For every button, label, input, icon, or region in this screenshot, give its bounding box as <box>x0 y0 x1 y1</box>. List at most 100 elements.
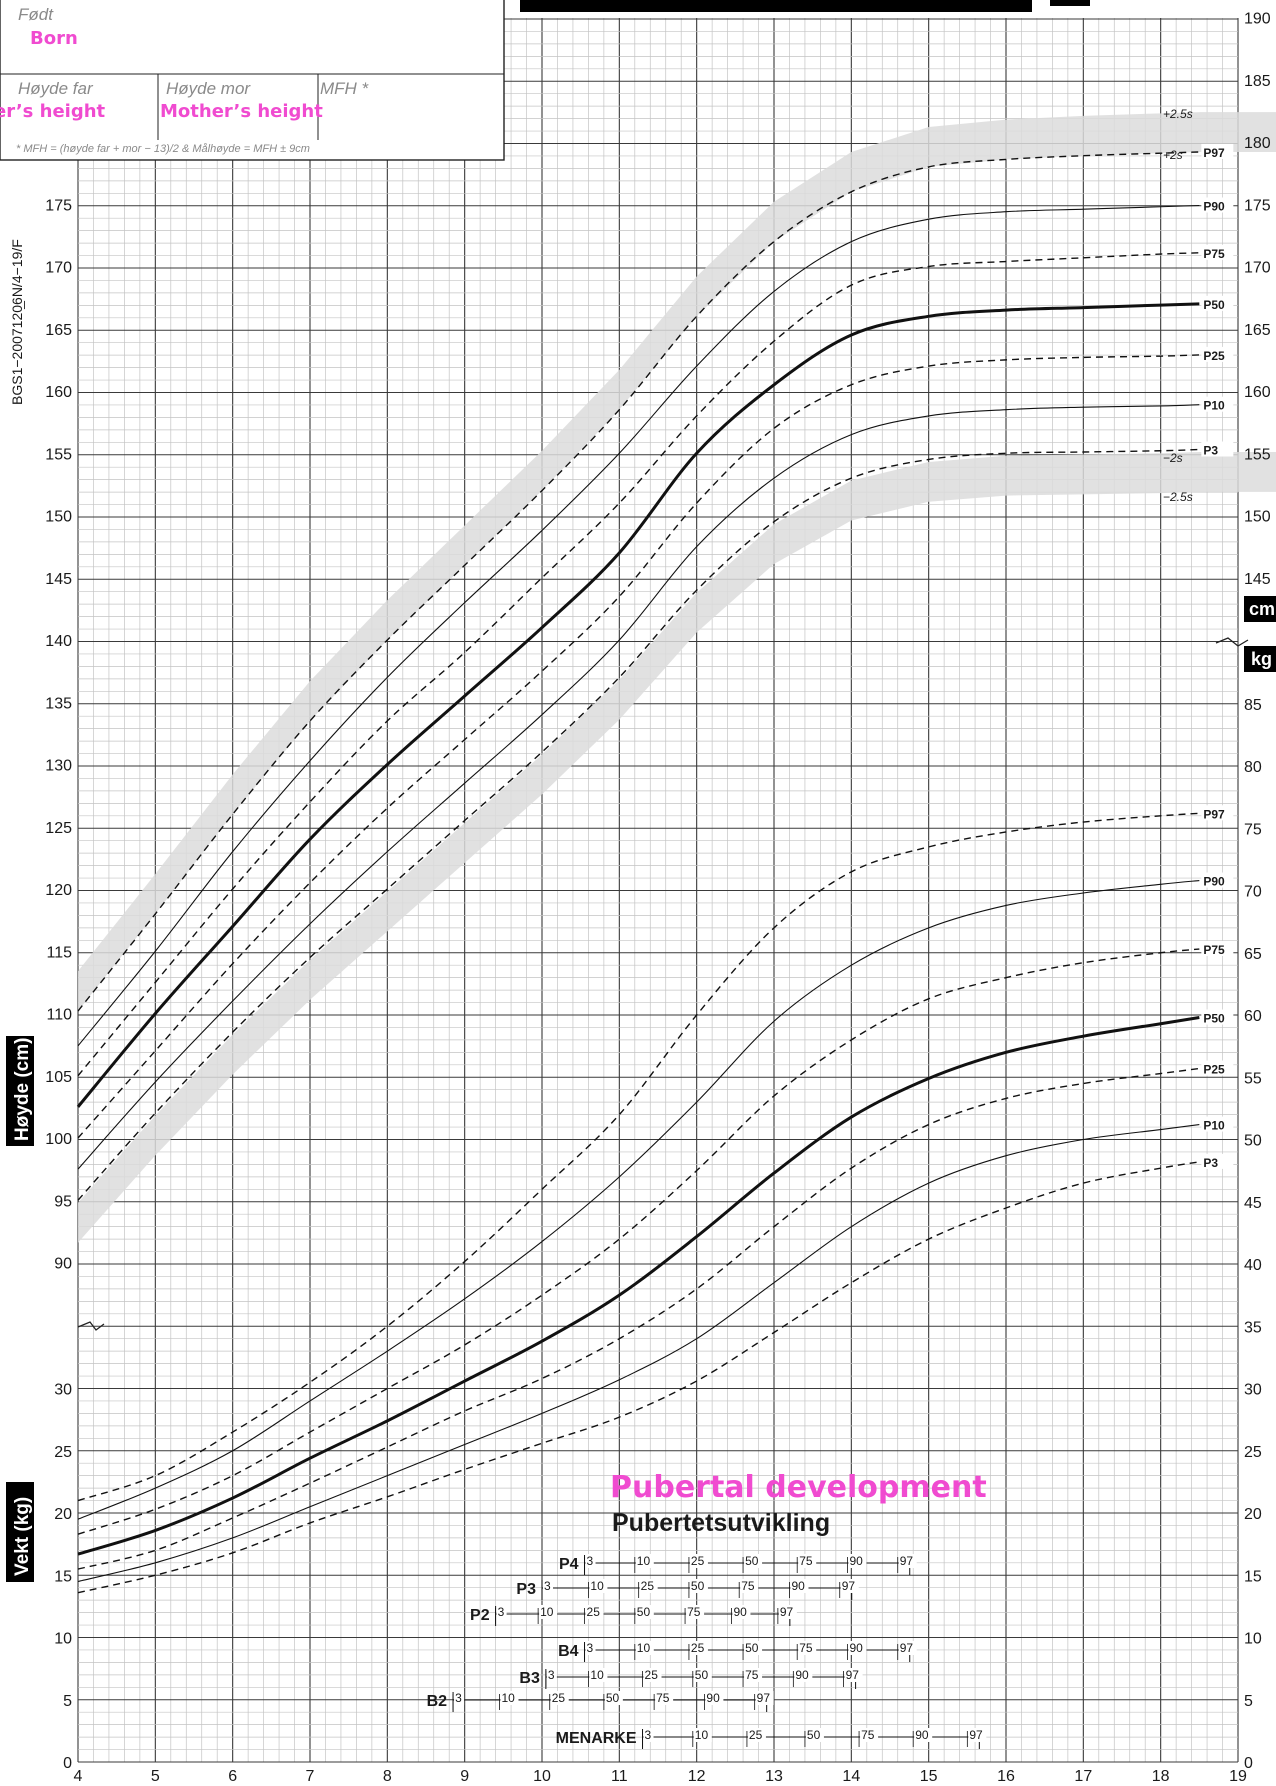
upper-sd-band <box>78 112 1276 1012</box>
puberty-tick-label: 3 <box>645 1728 652 1742</box>
weight-p50-line <box>77 1016 1200 1556</box>
height-right-tick: 160 <box>1244 384 1271 401</box>
puberty-tick-label: 25 <box>645 1668 659 1682</box>
axis-break-right <box>1215 637 1249 647</box>
height-p97-label-bg <box>1201 143 1234 159</box>
puberty-tick-label: 75 <box>656 1691 670 1705</box>
header-box: Født Born Høyde far er’s height Høyde mo… <box>0 0 505 161</box>
x-tick-label: 10 <box>533 1768 551 1785</box>
puberty-tick-label: 97 <box>780 1605 794 1619</box>
height-left-tick: 140 <box>45 633 72 650</box>
puberty-tick-bg <box>968 1728 987 1742</box>
puberty-tick-bg <box>639 1579 658 1593</box>
weight-p3-label-bg <box>1201 1153 1234 1169</box>
height-p3-label: P3 <box>1203 444 1218 458</box>
title-fragment <box>1050 0 1090 6</box>
height-left-tick: 155 <box>45 446 72 463</box>
height-right-tick: 185 <box>1244 73 1271 90</box>
puberty-tick-label: 25 <box>749 1728 763 1742</box>
puberty-tick-bg <box>585 1605 604 1619</box>
height-left-tick: 90 <box>54 1256 72 1273</box>
weight-p90-line <box>77 879 1200 1520</box>
puberty-tick-label: 3 <box>548 1668 555 1682</box>
weight-p90-label-bg <box>1201 872 1234 888</box>
puberty-tick-label: 25 <box>552 1691 566 1705</box>
weight-left-tick: 30 <box>54 1382 72 1399</box>
height-right-tick: 150 <box>1244 509 1271 526</box>
puberty-tick-bg <box>732 1605 751 1619</box>
puberty-tick-label: 50 <box>745 1641 759 1655</box>
puberty-tick-label: 25 <box>691 1641 705 1655</box>
weight-right-tick: 65 <box>1244 946 1262 963</box>
height-left-tick: 105 <box>45 1069 72 1086</box>
puberty-tick-label: 97 <box>900 1554 914 1568</box>
puberty-bar-p3: P3 3 10 25 50 75 90 97 <box>516 1579 859 1600</box>
puberty-tick-label: 25 <box>641 1579 655 1593</box>
height-p97-line <box>77 151 1200 1012</box>
height-p90-label-bg <box>1201 197 1234 213</box>
weight-right-tick: 5 <box>1244 1693 1253 1710</box>
puberty-tick-label: 3 <box>455 1691 462 1705</box>
weight-right-tick: 80 <box>1244 759 1262 776</box>
x-tick-label: 12 <box>688 1768 706 1785</box>
weight-p97-label: P97 <box>1203 807 1225 821</box>
weight-right-tick: 45 <box>1244 1195 1262 1212</box>
puberty-tick-bg <box>744 1668 763 1682</box>
x-tick-label: 14 <box>842 1768 860 1785</box>
height-p25-label: P25 <box>1203 349 1225 363</box>
puberty-tick-bg <box>496 1605 507 1619</box>
puberty-bar-label: B2 <box>427 1693 448 1710</box>
puberty-tick-label: 50 <box>691 1579 705 1593</box>
puberty-tick-label: 90 <box>849 1554 863 1568</box>
weight-axis-title: Vekt (kg) <box>12 1497 33 1576</box>
weight-p97-line <box>77 812 1200 1502</box>
weight-right-tick: 50 <box>1244 1133 1262 1150</box>
x-tick-label: 7 <box>306 1768 315 1785</box>
height-right-tick: 170 <box>1244 260 1271 277</box>
puberty-tick-label: 3 <box>498 1605 505 1619</box>
puberty-tick-bg <box>693 1728 712 1742</box>
kg-tag: kg <box>1244 646 1276 672</box>
x-tick-label: 15 <box>920 1768 938 1785</box>
puberty-tick-label: 75 <box>799 1641 813 1655</box>
weight-left-tick: 25 <box>54 1444 72 1461</box>
puberty-tick-label: 50 <box>695 1668 709 1682</box>
puberty-tick-label: 75 <box>745 1668 759 1682</box>
puberty-tick-bg <box>585 1641 596 1655</box>
puberty-bar-p4: P4 3 10 25 50 75 90 97 <box>559 1554 917 1575</box>
height-right-tick: 175 <box>1244 197 1271 214</box>
puberty-tick-bg <box>740 1579 759 1593</box>
weight-right-tick: 40 <box>1244 1257 1262 1274</box>
puberty-tick-bg <box>778 1605 797 1619</box>
weight-p25-line <box>77 1067 1200 1570</box>
born-label: Født <box>18 5 54 24</box>
weight-p10-line <box>77 1124 1200 1583</box>
height-left-tick: 135 <box>45 695 72 712</box>
puberty-tick-bg <box>604 1691 623 1705</box>
weight-right-tick: 20 <box>1244 1506 1262 1523</box>
puberty-tick-label: 10 <box>637 1554 651 1568</box>
height-right-tick: 165 <box>1244 322 1271 339</box>
puberty-tick-bg <box>860 1728 879 1742</box>
puberty-tick-label: 10 <box>501 1691 515 1705</box>
puberty-tick-bg <box>755 1691 774 1705</box>
weight-p3-line <box>77 1161 1200 1594</box>
puberty-tick-bg <box>589 1668 608 1682</box>
puberty-tick-bg <box>689 1554 708 1568</box>
puberty-bar-label: MENARKE <box>556 1730 637 1747</box>
puberty-tick-label: 10 <box>590 1579 604 1593</box>
weight-p10-label: P10 <box>1203 1119 1225 1133</box>
puberty-tick-label: 50 <box>606 1691 620 1705</box>
puberty-tick-label: 97 <box>969 1728 983 1742</box>
height-right-tick: 155 <box>1244 446 1271 463</box>
weight-right-tick: 10 <box>1244 1631 1262 1648</box>
height-p50-label: P50 <box>1203 298 1225 312</box>
height-left-tick: 120 <box>45 882 72 899</box>
puberty-tick-bg <box>848 1554 867 1568</box>
puberty-tick-bg <box>539 1605 558 1619</box>
puberty-bar-b3: B3 3 10 25 50 75 90 97 <box>519 1668 863 1689</box>
puberty-tick-bg <box>686 1605 705 1619</box>
sd-label: −2.5s <box>1163 490 1193 504</box>
father-height-label: Høyde far <box>18 79 94 98</box>
puberty-tick-bg <box>643 1728 654 1742</box>
